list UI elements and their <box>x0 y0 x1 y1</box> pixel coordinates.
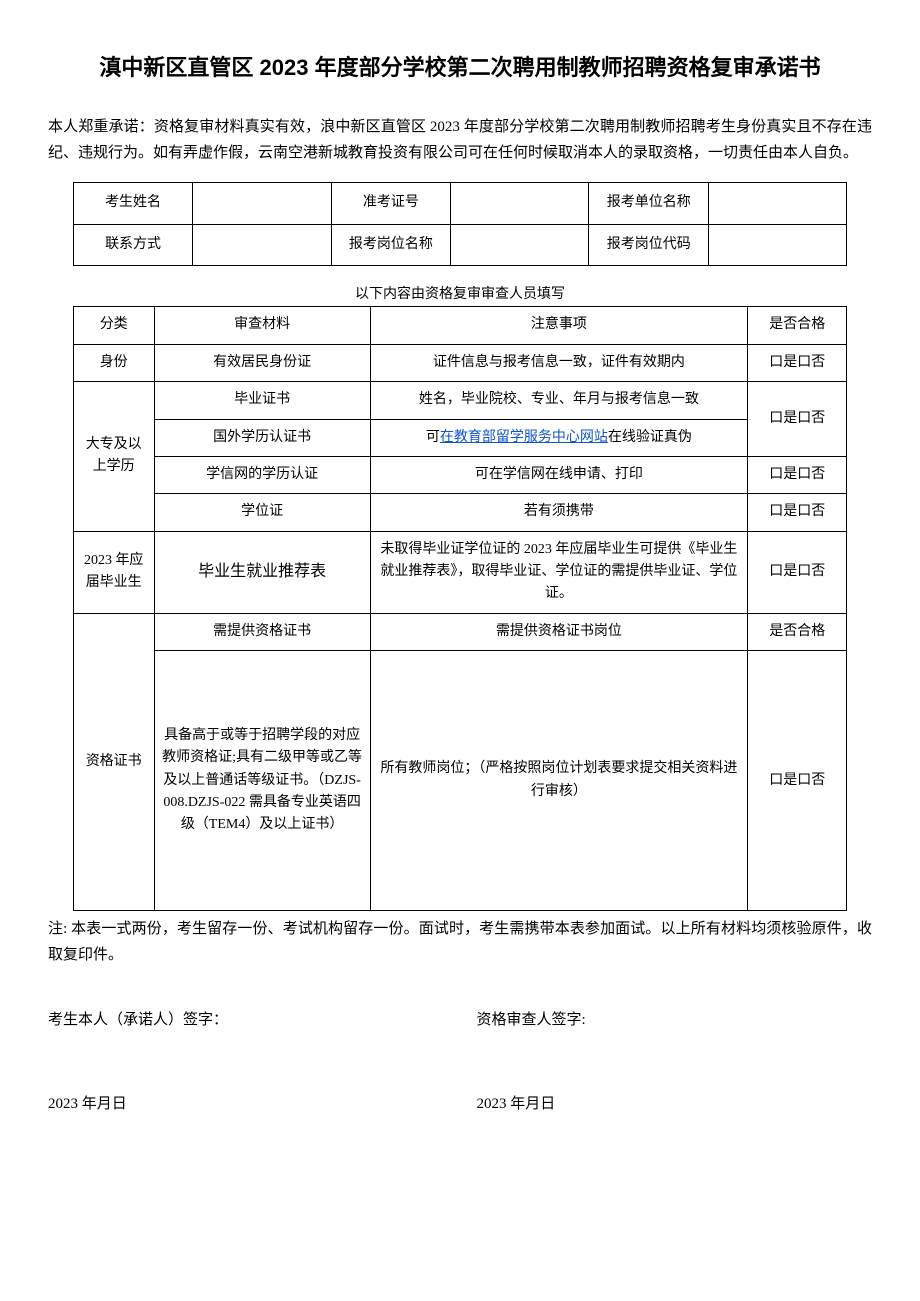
table-row: 国外学历认证书 可在教育部留学服务中心网站在线验证真伪 <box>73 419 847 456</box>
material-cell: 需提供资格证书 <box>154 613 370 650</box>
qualified-cell: 口是口否 <box>748 494 847 531</box>
header-cell: 是否合格 <box>748 307 847 344</box>
review-subheader: 以下内容由资格复审审查人员填写 <box>48 284 872 306</box>
table-row: 2023 年应届毕业生 毕业生就业推荐表 未取得毕业证学位证的 2023 年应届… <box>73 531 847 613</box>
material-cell: 学位证 <box>154 494 370 531</box>
category-cell: 2023 年应届毕业生 <box>73 531 154 613</box>
value-cell <box>451 183 589 224</box>
qualified-cell: 口是口否 <box>748 456 847 493</box>
candidate-signature-label: 考生本人（承诺人）签字： <box>48 1008 476 1032</box>
signatures-section: 考生本人（承诺人）签字： 2023 年月日 资格审查人签字: 2023 年月日 <box>48 1008 872 1116</box>
material-cell: 具备高于或等于招聘学段的对应教师资格证;具有二级甲等或乙等及以上普通话等级证书。… <box>154 651 370 911</box>
intro-paragraph: 本人郑重承诺：资格复审材料真实有效，浪中新区直管区 2023 年度部分学校第二次… <box>48 115 872 166</box>
category-cell: 身份 <box>73 344 154 381</box>
label-cell: 报考岗位代码 <box>589 224 709 265</box>
notes-cell: 所有教师岗位；（严格按照岗位计划表要求提交相关资料进行审核） <box>370 651 748 911</box>
table-row: 身份 有效居民身份证 证件信息与报考信息一致，证件有效期内 口是口否 <box>73 344 847 381</box>
notes-cell: 姓名，毕业院校、专业、年月与报考信息一致 <box>370 382 748 419</box>
table-row: 学信网的学历认证 可在学信网在线申请、打印 口是口否 <box>73 456 847 493</box>
label-cell: 联系方式 <box>73 224 193 265</box>
table-row: 联系方式 报考岗位名称 报考岗位代码 <box>73 224 847 265</box>
value-cell <box>451 224 589 265</box>
reviewer-signature-block: 资格审查人签字: 2023 年月日 <box>476 1008 872 1116</box>
label-cell: 考生姓名 <box>73 183 193 224</box>
candidate-signature-block: 考生本人（承诺人）签字： 2023 年月日 <box>48 1008 476 1116</box>
candidate-signature-date: 2023 年月日 <box>48 1092 476 1116</box>
notes-cell: 需提供资格证书岗位 <box>370 613 748 650</box>
candidate-info-table: 考生姓名 准考证号 报考单位名称 联系方式 报考岗位名称 报考岗位代码 <box>73 182 848 266</box>
footnote: 注: 本表一式两份，考生留存一份、考试机构留存一份。面试时，考生需携带本表参加面… <box>48 917 872 968</box>
value-cell <box>709 224 847 265</box>
material-cell: 学信网的学历认证 <box>154 456 370 493</box>
material-cell: 毕业证书 <box>154 382 370 419</box>
table-row: 大专及以上学历 毕业证书 姓名，毕业院校、专业、年月与报考信息一致 口是口否 <box>73 382 847 419</box>
notes-cell: 可在学信网在线申请、打印 <box>370 456 748 493</box>
material-cell: 国外学历认证书 <box>154 419 370 456</box>
qualified-cell: 口是口否 <box>748 344 847 381</box>
notes-cell: 可在教育部留学服务中心网站在线验证真伪 <box>370 419 748 456</box>
document-title: 滇中新区直管区 2023 年度部分学校第二次聘用制教师招聘资格复审承诺书 <box>48 50 872 85</box>
table-row: 考生姓名 准考证号 报考单位名称 <box>73 183 847 224</box>
category-cell: 大专及以上学历 <box>73 382 154 532</box>
value-cell <box>193 224 331 265</box>
label-cell: 报考岗位名称 <box>331 224 451 265</box>
qualified-cell: 口是口否 <box>748 651 847 911</box>
material-cell: 毕业生就业推荐表 <box>154 531 370 613</box>
value-cell <box>709 183 847 224</box>
table-row: 具备高于或等于招聘学段的对应教师资格证;具有二级甲等或乙等及以上普通话等级证书。… <box>73 651 847 911</box>
link-text[interactable]: 在教育部留学服务中心网站 <box>440 430 608 445</box>
reviewer-signature-label: 资格审查人签字: <box>476 1008 872 1032</box>
qualified-cell: 口是口否 <box>748 382 847 457</box>
label-cell: 准考证号 <box>331 183 451 224</box>
notes-cell: 未取得毕业证学位证的 2023 年应届毕业生可提供《毕业生就业推荐表》，取得毕业… <box>370 531 748 613</box>
notes-text: 可 <box>426 430 440 445</box>
qualified-cell: 是否合格 <box>748 613 847 650</box>
label-cell: 报考单位名称 <box>589 183 709 224</box>
review-table: 分类 审查材料 注意事项 是否合格 身份 有效居民身份证 证件信息与报考信息一致… <box>73 306 848 911</box>
header-cell: 分类 <box>73 307 154 344</box>
header-cell: 注意事项 <box>370 307 748 344</box>
category-cell: 资格证书 <box>73 613 154 910</box>
qualified-cell: 口是口否 <box>748 531 847 613</box>
notes-text: 在线验证真伪 <box>608 430 692 445</box>
table-row: 资格证书 需提供资格证书 需提供资格证书岗位 是否合格 <box>73 613 847 650</box>
material-cell: 有效居民身份证 <box>154 344 370 381</box>
header-cell: 审查材料 <box>154 307 370 344</box>
notes-cell: 证件信息与报考信息一致，证件有效期内 <box>370 344 748 381</box>
reviewer-signature-date: 2023 年月日 <box>476 1092 872 1116</box>
table-row: 学位证 若有须携带 口是口否 <box>73 494 847 531</box>
table-header-row: 分类 审查材料 注意事项 是否合格 <box>73 307 847 344</box>
notes-cell: 若有须携带 <box>370 494 748 531</box>
value-cell <box>193 183 331 224</box>
